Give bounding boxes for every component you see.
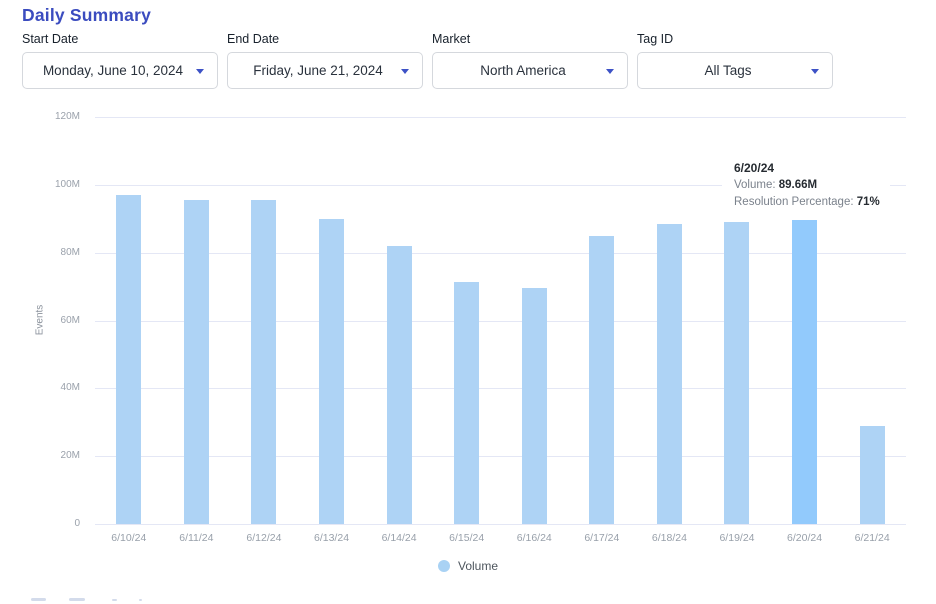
y-tick-label: 40M [60, 382, 80, 394]
y-tick-label: 60M [60, 314, 80, 326]
bar-slot [433, 117, 501, 524]
chart-tooltip: 6/20/24 Volume: 89.66M Resolution Percen… [722, 156, 890, 217]
chevron-down-icon [196, 68, 204, 74]
market-select[interactable]: North America [432, 52, 628, 89]
filter-market: Market North America [432, 32, 628, 89]
volume-bar-6/13/24[interactable] [319, 218, 345, 524]
x-tick-label: 6/17/24 [584, 532, 620, 544]
bar-slot [95, 117, 163, 524]
tag-id-label: Tag ID [637, 32, 674, 46]
bar-slot [365, 117, 433, 524]
x-tick-label: 6/21/24 [854, 532, 890, 544]
bar-slot [771, 117, 839, 524]
bar-slot [568, 117, 636, 524]
y-tick-label: 80M [60, 246, 80, 258]
x-axis-labels: 6/10/24 6/11/24 6/12/24 6/13/24 6/14/24 6/15/… [95, 532, 906, 544]
market-label: Market [432, 32, 471, 46]
end-date-label: End Date [227, 32, 280, 46]
volume-bar-6/12/24[interactable] [251, 200, 277, 524]
volume-bar-6/17/24[interactable] [589, 235, 615, 524]
start-date-select[interactable]: Monday, June 10, 2024 [22, 52, 218, 89]
filter-tag-id: Tag ID All Tags [637, 32, 833, 89]
y-tick-label: 100M [54, 178, 80, 190]
tooltip-date: 6/20/24 [734, 161, 775, 175]
y-tick-label: 120M [54, 111, 80, 122]
tooltip-resolution-value: 71% [856, 196, 880, 209]
volume-bar-6/18/24[interactable] [656, 223, 682, 524]
end-date-select[interactable]: Friday, June 21, 2024 [227, 52, 423, 89]
gridline [95, 252, 906, 254]
gridline [95, 524, 906, 525]
x-tick-label: 6/10/24 [111, 532, 147, 544]
volume-bar-6/14/24[interactable] [386, 245, 412, 524]
volume-bar-6/21/24[interactable] [859, 425, 885, 524]
gridline [95, 388, 906, 390]
gridline [95, 184, 906, 186]
bar-slot [500, 117, 568, 524]
chevron-down-icon [606, 68, 614, 74]
volume-bar-6/16/24[interactable] [521, 288, 547, 524]
filter-bar: Start Date Monday, June 10, 2024 End Dat… [22, 32, 833, 89]
tag-id-select[interactable]: All Tags [637, 52, 833, 89]
bar-slot [163, 117, 231, 524]
volume-bar-6/19/24[interactable] [724, 222, 750, 524]
x-tick-label: 6/12/24 [246, 532, 282, 544]
tooltip-resolution-label: Resolution Percentage: [734, 196, 854, 209]
page-title: Daily Summary [22, 5, 152, 25]
gridline [95, 320, 906, 322]
start-date-value: Monday, June 10, 2024 [42, 63, 184, 78]
bar-slot [838, 117, 906, 524]
x-tick-label: 6/13/24 [314, 532, 350, 544]
legend-label: Volume [457, 559, 499, 573]
chevron-down-icon [401, 68, 409, 74]
chart-legend: Volume [0, 559, 936, 573]
tooltip-volume-label: Volume: [734, 179, 776, 191]
filter-end-date: End Date Friday, June 21, 2024 [227, 32, 423, 89]
x-tick-label: 6/19/24 [719, 532, 755, 544]
tooltip-volume-line: Volume: 89.66M [734, 177, 880, 194]
bar-series-volume [95, 117, 906, 524]
volume-legend-dot-icon [437, 560, 450, 572]
x-tick-label: 6/16/24 [516, 532, 552, 544]
tooltip-volume-value: 89.66M [778, 179, 818, 191]
x-tick-label: 6/18/24 [651, 532, 687, 544]
x-tick-label: 6/20/24 [787, 532, 823, 544]
y-tick-label: 20M [60, 450, 80, 462]
volume-bar-6/11/24[interactable] [183, 200, 209, 524]
bar-slot [298, 117, 366, 524]
tooltip-resolution-line: Resolution Percentage: 71% [734, 194, 880, 211]
y-tick-label: 0 [74, 518, 80, 529]
plot-area [95, 117, 906, 525]
x-tick-label: 6/15/24 [449, 532, 485, 544]
bar-slot [703, 117, 771, 524]
gridline [95, 456, 906, 458]
market-value: North America [480, 63, 566, 78]
tag-id-value: All Tags [704, 63, 752, 78]
volume-bar-6/15/24[interactable] [454, 281, 480, 524]
bar-slot [230, 117, 298, 524]
filter-start-date: Start Date Monday, June 10, 2024 [22, 32, 218, 89]
bar-slot [636, 117, 704, 524]
volume-bar-6/20/24[interactable] [792, 219, 818, 524]
start-date-label: Start Date [22, 32, 79, 46]
x-tick-label: 6/14/24 [381, 532, 417, 544]
volume-bar-6/10/24[interactable] [116, 195, 142, 524]
gridline [95, 117, 906, 118]
x-tick-label: 6/11/24 [179, 532, 214, 544]
end-date-value: Friday, June 21, 2024 [253, 63, 383, 78]
chevron-down-icon [811, 68, 819, 74]
